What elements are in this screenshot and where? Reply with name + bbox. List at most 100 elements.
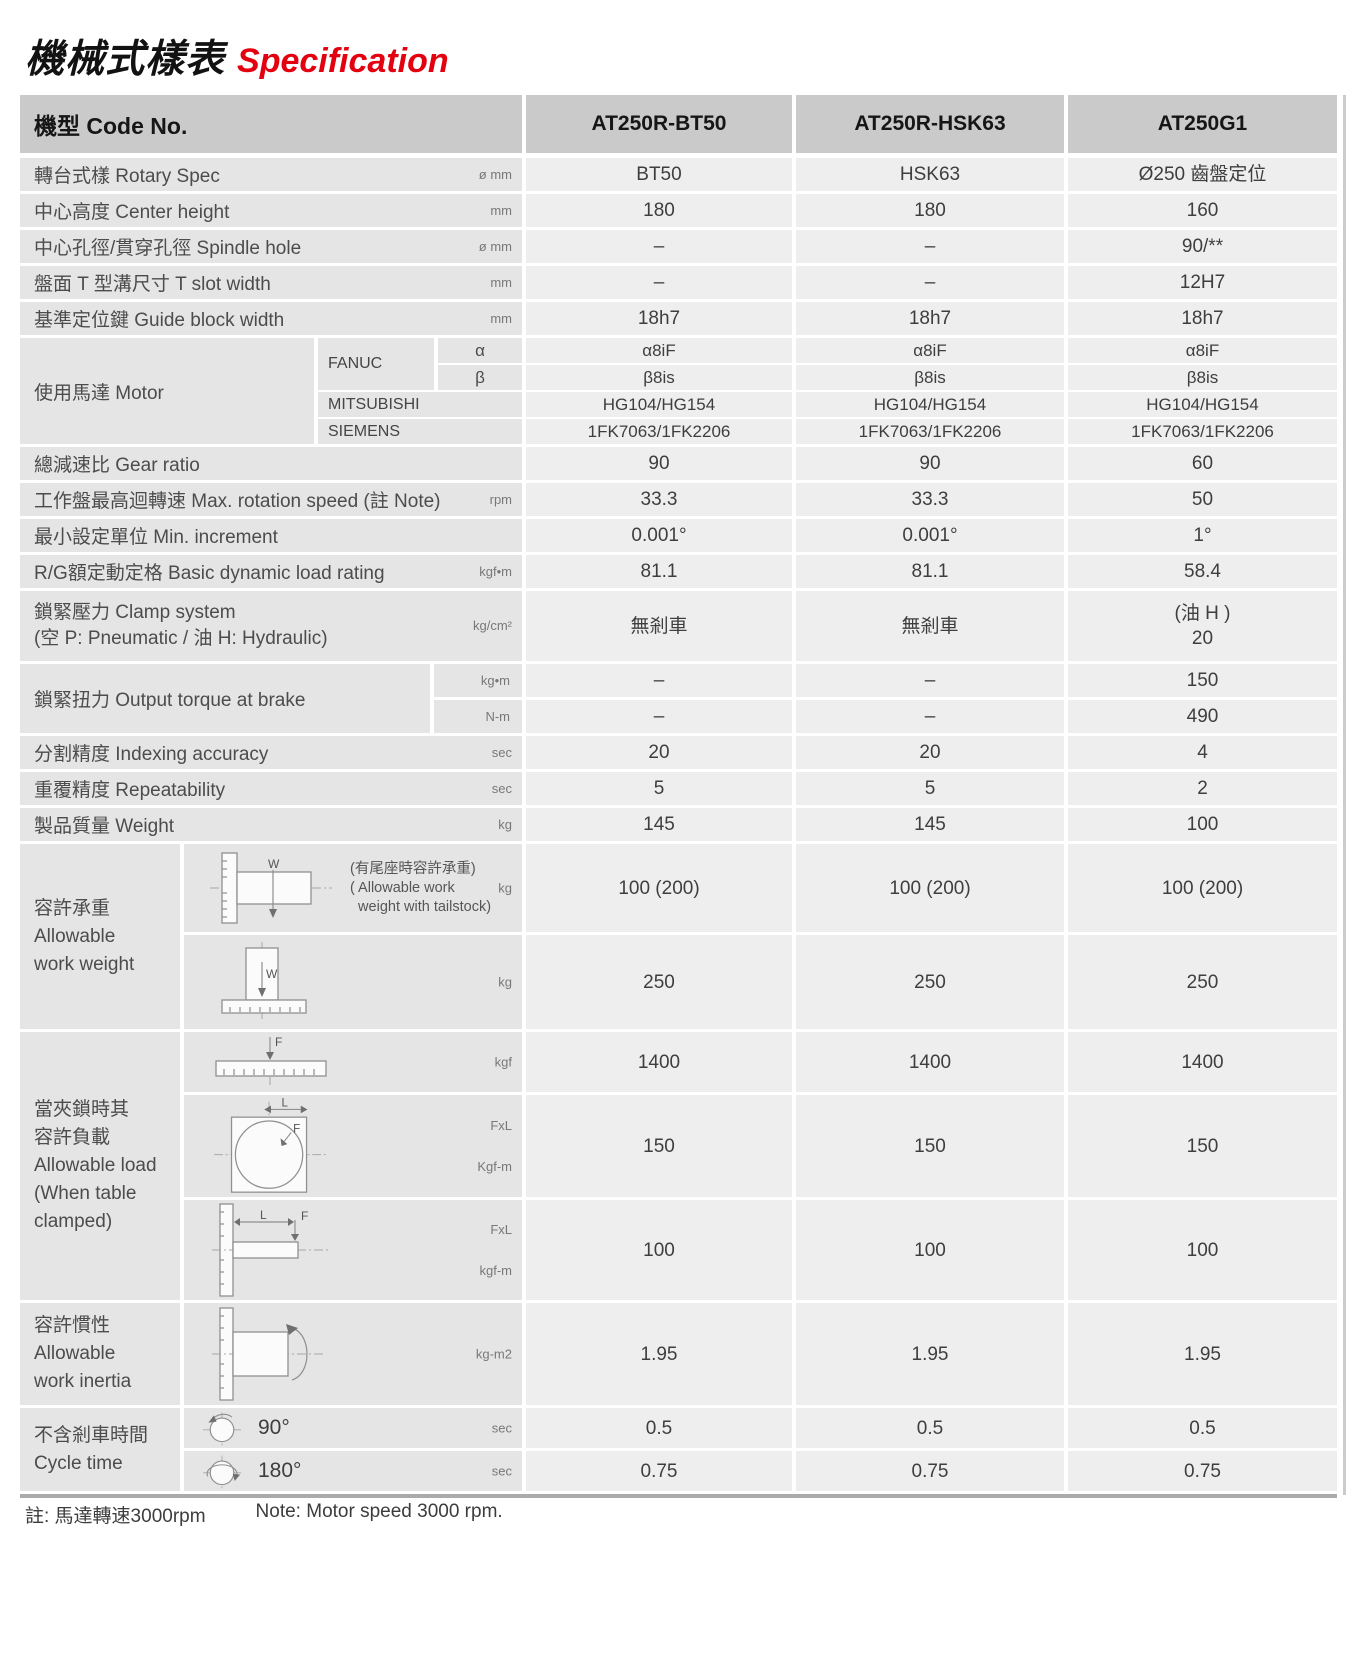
section-label: 容許負載 — [34, 1127, 111, 1148]
spec-row: 轉台式樣 Rotary Spec ø mm BT50 HSK63 Ø250 齒盤定位 — [20, 158, 1337, 191]
diagram-cell: 180° sec — [184, 1451, 522, 1491]
value-cell: – — [796, 664, 1064, 697]
value-text: 1FK7063/1FK2206 — [587, 422, 731, 441]
series-label: α — [475, 340, 485, 360]
value-text: – — [653, 236, 665, 257]
row-label: 鎖緊壓力 Clamp system — [34, 602, 236, 623]
section-rows: 不含剎車時間 Cycle time 90° sec 0.5 0.5 0.5 180° sec 0.… — [20, 1408, 1337, 1491]
value-cell: 1FK7063/1FK2206 — [526, 419, 792, 444]
spec-row: 工作盤最高迴轉速 Max. rotation speed (註 Note) rpm… — [20, 483, 1337, 516]
motor-brand-cell: FANUC — [318, 338, 434, 390]
unit-label: kgf — [494, 1054, 512, 1070]
value-cell: 100 — [1068, 808, 1337, 841]
value-text: α8iF — [642, 341, 676, 360]
model-column-header: AT250R-BT50 — [526, 95, 792, 153]
footnote: 註: 馬達轉速3000rpm Note: Motor speed 3000 rp… — [25, 1501, 503, 1528]
value-text: HSK63 — [899, 164, 961, 185]
row-label-cell: 工作盤最高迴轉速 Max. rotation speed (註 Note) rpm — [20, 483, 522, 516]
value-cell: 12H7 — [1068, 266, 1337, 299]
value-cell: 0.5 — [796, 1408, 1064, 1448]
value-cell: BT50 — [526, 158, 792, 191]
brand-label: FANUC — [328, 355, 383, 372]
row-label: 轉台式樣 Rotary Spec — [34, 166, 220, 187]
svg-text:L: L — [282, 1098, 289, 1110]
value-text: 145 — [914, 814, 946, 835]
section-label: 容許承重 — [34, 897, 111, 919]
value-cell: 0.001° — [526, 519, 792, 552]
value-text: 0.001° — [631, 525, 687, 546]
row-label-cell: 轉台式樣 Rotary Spec ø mm — [20, 158, 522, 191]
angle-label: 90° — [258, 1416, 290, 1439]
value-text: 100 — [643, 1239, 675, 1261]
value-cell: 50 — [1068, 483, 1337, 516]
value-text: 90/** — [1181, 236, 1224, 257]
value-cell: 150 — [1068, 1095, 1337, 1197]
value-text: 0.75 — [640, 1460, 678, 1482]
unit-line: Kgf-m — [477, 1159, 512, 1174]
code-no-header-cell: 機型 Code No. — [20, 95, 522, 153]
row-label-cell: 總減速比 Gear ratio — [20, 447, 522, 480]
row-label: 分割精度 Indexing accuracy — [34, 744, 269, 765]
brand-label: MITSUBISHI — [328, 395, 420, 413]
value-cell: 1.95 — [526, 1303, 792, 1405]
brand-label: SIEMENS — [328, 422, 401, 440]
section-label-cell: 當夾鎖時其 容許負載 Allowable load (When table clampe… — [20, 1032, 180, 1300]
value-cell: α8iF — [526, 338, 792, 363]
footnote-zh: 註: 馬達轉速3000rpm — [25, 1506, 206, 1527]
row-label: 使用馬達 Motor — [34, 382, 164, 404]
page-title: 機械式樣表 Specification — [25, 28, 449, 84]
unit-label: kg/cm² — [473, 618, 512, 633]
unit-label: sec — [491, 745, 512, 760]
note-line: weight with tailstock) — [350, 898, 492, 915]
value-text: α8iF — [1185, 341, 1220, 360]
row-label-cell: 中心高度 Center height mm — [20, 194, 522, 227]
unit-cell: N-m — [434, 700, 522, 733]
brake-rows: 鎖緊扭力 Output torque at brake kg•m – – 150 N-m –… — [20, 664, 1337, 733]
row-label-cell: 基準定位鍵 Guide block width mm — [20, 302, 522, 335]
value-cell: 490 — [1068, 700, 1337, 733]
unit-label: kg•m — [480, 673, 510, 688]
value-cell: 100 (200) — [796, 844, 1064, 932]
value-text: 2 — [1197, 778, 1208, 799]
value-text: 180 — [643, 200, 675, 221]
value-text: 100 — [1186, 814, 1219, 835]
value-text: 0.5 — [1189, 1417, 1216, 1439]
unit-label: sec — [491, 781, 512, 796]
motor-brand-cell: SIEMENS — [318, 419, 522, 444]
row-label-cell: 分割精度 Indexing accuracy sec — [20, 736, 522, 769]
value-text: 0.5 — [645, 1417, 673, 1439]
value-cell: 1° — [1068, 519, 1337, 552]
value-line: (油 H ) — [1174, 603, 1231, 624]
value-text: 1400 — [1181, 1051, 1224, 1073]
value-text: 0.001° — [902, 525, 958, 546]
value-cell: 1400 — [1068, 1032, 1337, 1092]
value-text: – — [653, 272, 665, 293]
value-text: 160 — [1186, 200, 1219, 221]
value-cell: 250 — [1068, 935, 1337, 1029]
value-cell: 145 — [796, 808, 1064, 841]
value-text: 145 — [643, 814, 675, 835]
value-cell: 0.5 — [1068, 1408, 1337, 1448]
angle-label: 180° — [258, 1459, 302, 1482]
row-label-cell: 重覆精度 Repeatability sec — [20, 772, 522, 805]
value-cell: HG104/HG154 — [1068, 392, 1337, 417]
unit-cell: kg•m — [434, 664, 522, 697]
value-text: 60 — [1191, 453, 1214, 474]
value-cell: 18h7 — [1068, 302, 1337, 335]
row-label: 基準定位鍵 Guide block width — [34, 310, 285, 331]
row-label: 工作盤最高迴轉速 Max. rotation speed (註 Note) — [34, 491, 441, 512]
section-label: 不含剎車時間 — [34, 1424, 149, 1446]
row-label-cell: 製品質量 Weight kg — [20, 808, 522, 841]
svg-text:L: L — [260, 1208, 267, 1222]
value-cell: 100 — [796, 1200, 1064, 1300]
svg-text:F: F — [275, 1035, 282, 1049]
value-cell: 100 (200) — [1068, 844, 1337, 932]
value-text: 81.1 — [640, 561, 678, 582]
value-text: BT50 — [636, 164, 682, 185]
value-text: 90 — [919, 453, 941, 474]
value-text: 20 — [648, 742, 670, 763]
value-cell: 33.3 — [796, 483, 1064, 516]
value-cell: 1400 — [796, 1032, 1064, 1092]
spec-row: 中心孔徑/貫穿孔徑 Spindle hole ø mm – – 90/** — [20, 230, 1337, 263]
svg-text:F: F — [293, 1124, 300, 1136]
